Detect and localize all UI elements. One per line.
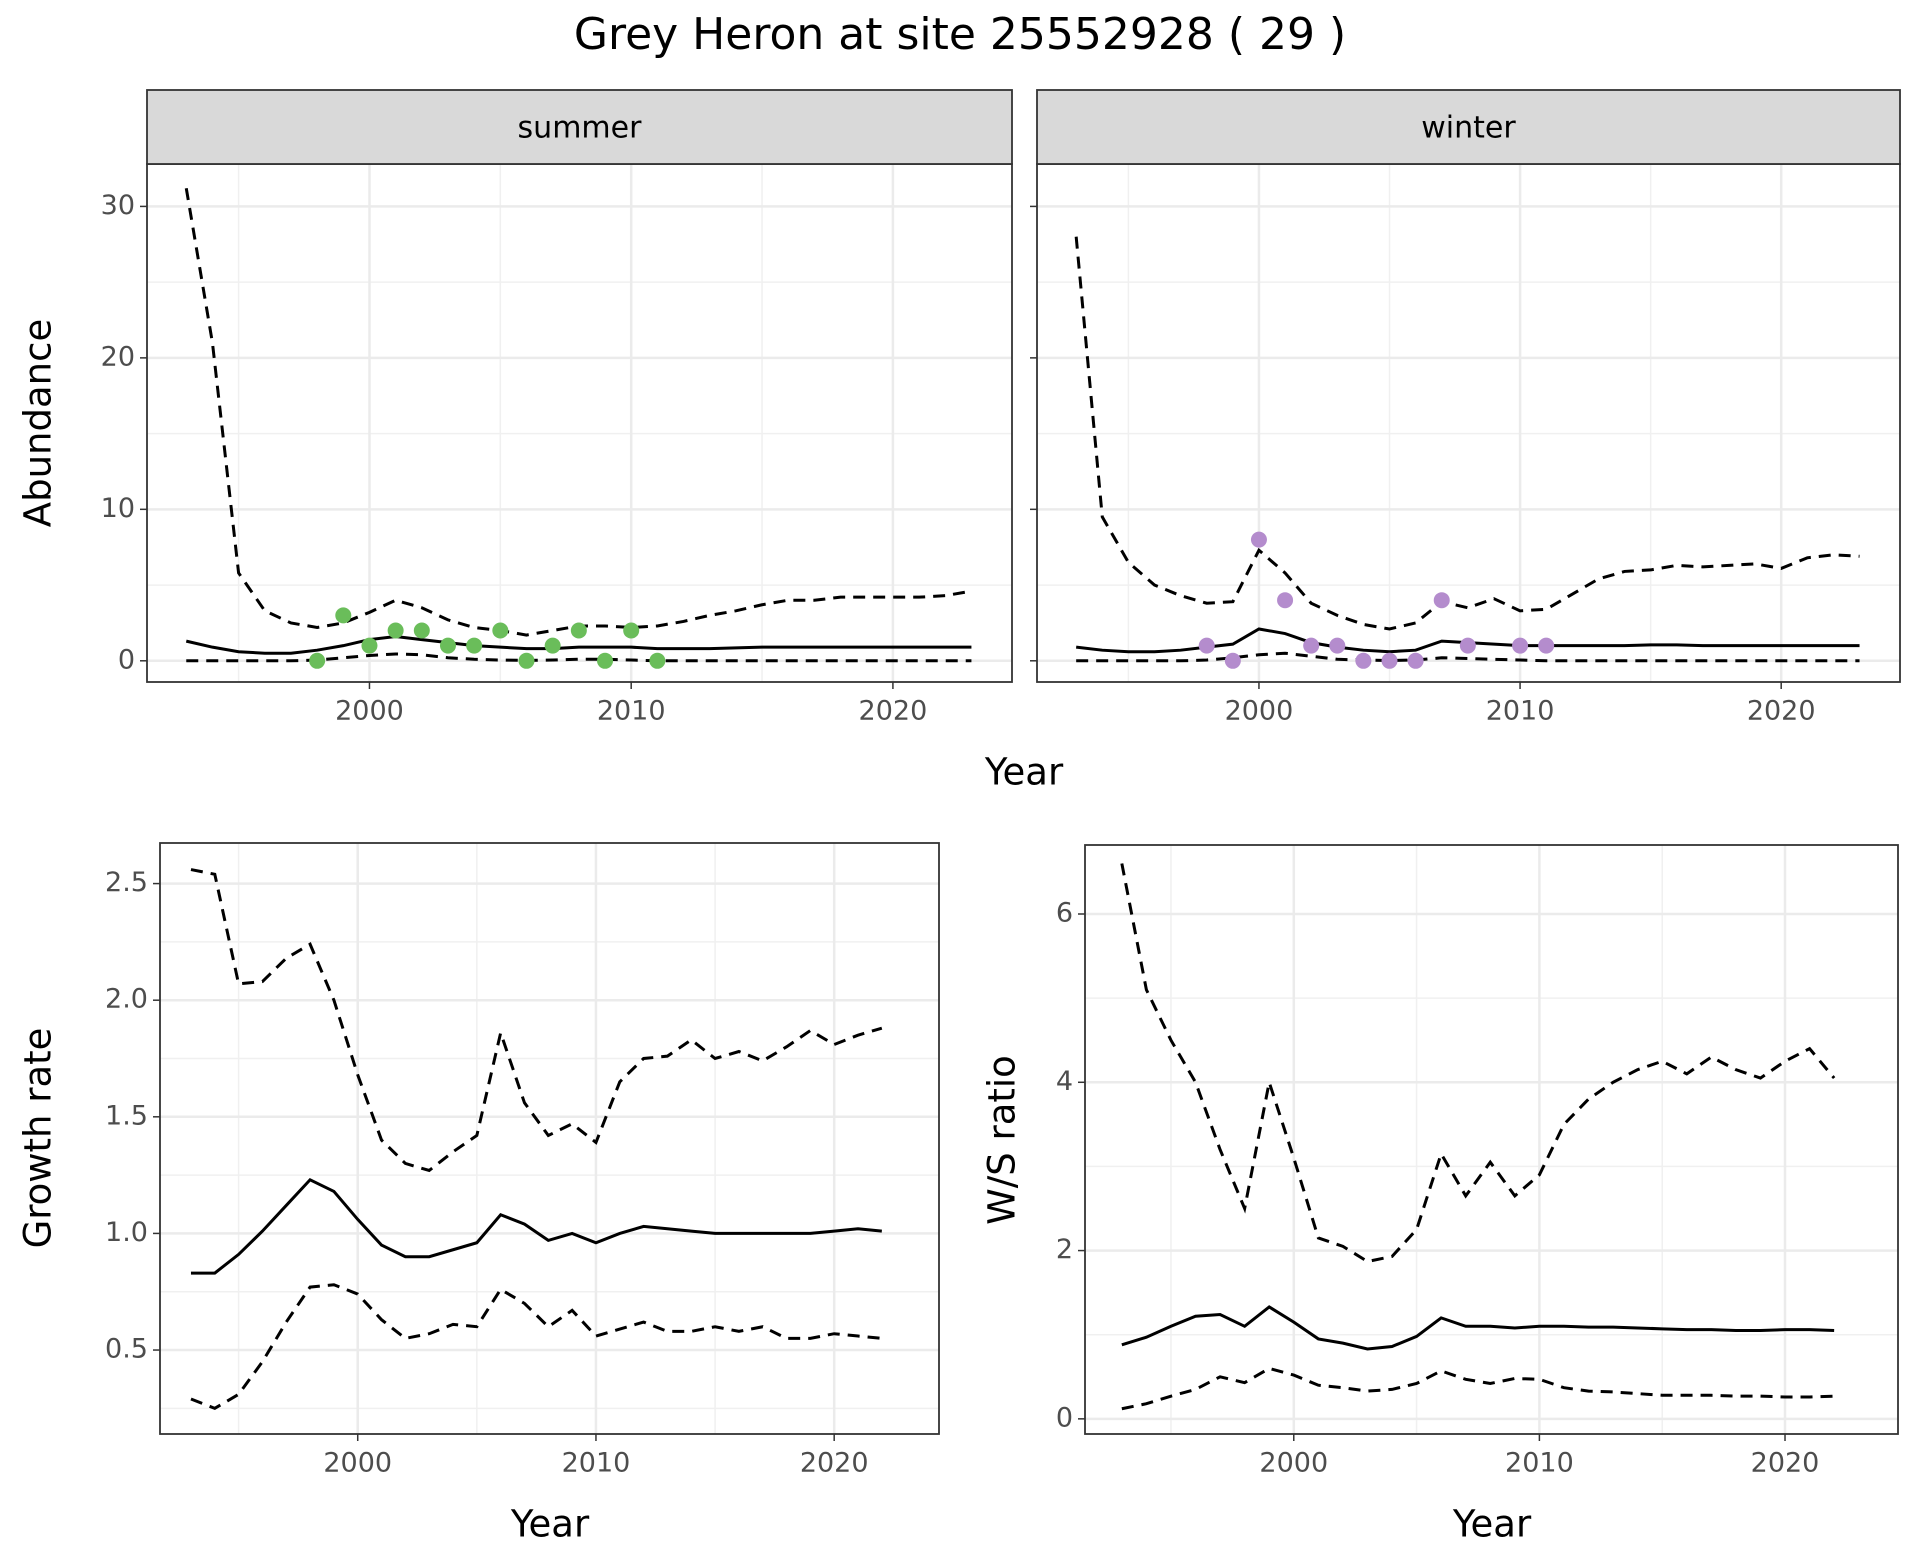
interval-line bbox=[1121, 1366, 1835, 1411]
x-tick-label: 2020 bbox=[800, 1448, 869, 1479]
data-point bbox=[1407, 652, 1424, 669]
y-tick-label: 0 bbox=[118, 644, 135, 675]
x-axis-title: Year bbox=[1452, 1503, 1532, 1546]
data-point bbox=[335, 607, 352, 624]
y-tick-label: 2.5 bbox=[105, 867, 148, 898]
data-point bbox=[309, 652, 326, 669]
y-tick-label: 30 bbox=[101, 190, 135, 221]
data-point bbox=[623, 622, 640, 639]
x-tick-label: 2000 bbox=[1225, 696, 1294, 727]
data-point bbox=[1329, 637, 1346, 654]
y-tick-label: 2 bbox=[1056, 1234, 1073, 1265]
strip bbox=[146, 89, 1013, 165]
data-point bbox=[1381, 652, 1398, 669]
interval-line bbox=[1074, 236, 1860, 631]
data-point bbox=[1355, 652, 1372, 669]
y-tick-label: 6 bbox=[1056, 897, 1073, 928]
interval-line bbox=[1076, 651, 1860, 663]
y-axis-title: Abundance bbox=[17, 319, 60, 527]
trend-line bbox=[190, 1177, 882, 1275]
data-point bbox=[466, 637, 483, 654]
y-tick-label: 1.5 bbox=[105, 1100, 148, 1131]
panel-background bbox=[147, 164, 1012, 682]
panel-background bbox=[1037, 164, 1900, 682]
panel-background bbox=[160, 843, 939, 1434]
y-axis-title: Growth rate bbox=[17, 1028, 60, 1249]
y-axis-title: W/S ratio bbox=[981, 1055, 1024, 1225]
data-point bbox=[1303, 637, 1320, 654]
data-point bbox=[570, 622, 587, 639]
x-tick-label: 2020 bbox=[1747, 696, 1816, 727]
x-axis-title: Year bbox=[510, 1503, 590, 1546]
y-tick-label: 0.5 bbox=[105, 1334, 148, 1365]
data-point bbox=[649, 652, 666, 669]
data-point bbox=[413, 622, 430, 639]
y-tick-label: 1.0 bbox=[105, 1217, 148, 1248]
strip bbox=[1036, 89, 1901, 165]
data-point bbox=[361, 637, 378, 654]
trend-line bbox=[185, 635, 972, 655]
x-tick-label: 2020 bbox=[1751, 1448, 1820, 1479]
interval-line bbox=[1120, 863, 1836, 1264]
y-tick-label: 20 bbox=[101, 341, 135, 372]
data-point bbox=[1459, 637, 1476, 654]
panel-background bbox=[1085, 845, 1898, 1434]
y-tick-label: 10 bbox=[101, 493, 135, 524]
data-point bbox=[1433, 592, 1450, 609]
x-tick-label: 2010 bbox=[597, 696, 666, 727]
data-point bbox=[492, 622, 509, 639]
x-tick-label: 2010 bbox=[1486, 696, 1555, 727]
x-tick-label: 2010 bbox=[1505, 1448, 1574, 1479]
y-tick-label: 2.0 bbox=[105, 984, 148, 1015]
interval-line bbox=[190, 868, 883, 1173]
data-point bbox=[518, 652, 535, 669]
data-point bbox=[1538, 637, 1555, 654]
data-point bbox=[1512, 637, 1529, 654]
x-tick-label: 2000 bbox=[1259, 1448, 1328, 1479]
x-tick-label: 2000 bbox=[323, 1448, 392, 1479]
x-tick-label: 2000 bbox=[335, 696, 404, 727]
data-point bbox=[544, 637, 561, 654]
figure-title: Grey Heron at site 25552928 ( 29 ) bbox=[574, 9, 1346, 60]
x-tick-label: 2020 bbox=[859, 696, 928, 727]
data-point bbox=[1198, 637, 1215, 654]
panel-border bbox=[1084, 844, 1899, 1435]
strip-label: winter bbox=[1421, 111, 1516, 146]
y-tick-label: 0 bbox=[1056, 1402, 1073, 1433]
data-point bbox=[387, 622, 404, 639]
x-tick-label: 2010 bbox=[562, 1448, 631, 1479]
data-point bbox=[1224, 652, 1241, 669]
data-point bbox=[597, 652, 614, 669]
data-point bbox=[1277, 592, 1294, 609]
data-point bbox=[439, 637, 456, 654]
panel-border bbox=[159, 842, 940, 1435]
trend-line bbox=[1121, 1305, 1835, 1351]
strip-label: summer bbox=[518, 111, 643, 146]
y-tick-label: 4 bbox=[1056, 1066, 1073, 1097]
x-axis-title: Year bbox=[984, 751, 1064, 794]
data-point bbox=[1250, 531, 1267, 548]
